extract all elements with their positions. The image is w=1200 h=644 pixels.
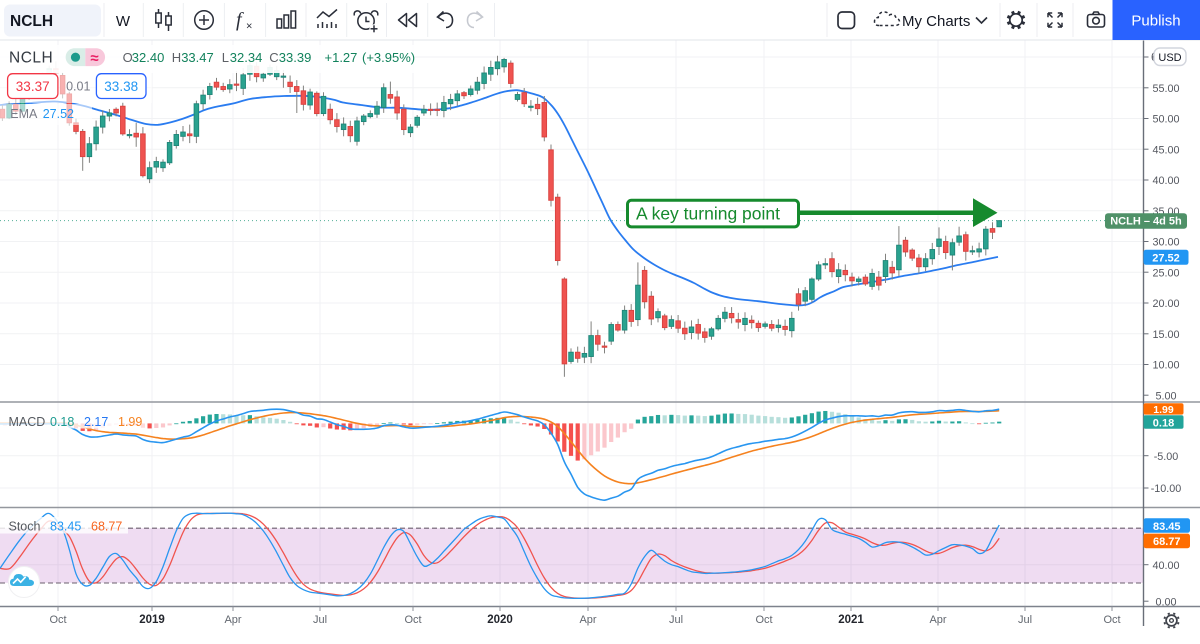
svg-text:EMA: EMA [10, 107, 38, 121]
svg-text:+1.27: +1.27 [325, 50, 358, 65]
svg-text:2.17: 2.17 [84, 415, 108, 429]
svg-text:MACD: MACD [9, 415, 46, 429]
svg-text:A key turning point: A key turning point [636, 204, 780, 224]
svg-text:C: C [269, 50, 278, 65]
svg-text:33.39: 33.39 [279, 50, 312, 65]
svg-text:33.47: 33.47 [181, 50, 214, 65]
svg-text:50.00: 50.00 [1152, 114, 1179, 126]
svg-text:68.77: 68.77 [1153, 536, 1181, 548]
svg-text:0.00: 0.00 [1155, 596, 1176, 608]
svg-text:W: W [116, 13, 131, 30]
svg-text:My Charts: My Charts [902, 13, 970, 30]
svg-text:0.18: 0.18 [1153, 417, 1174, 429]
svg-text:USD: USD [1158, 52, 1181, 64]
svg-text:30.00: 30.00 [1152, 237, 1179, 249]
svg-text:10.00: 10.00 [1152, 360, 1179, 372]
svg-text:Oct: Oct [755, 614, 772, 626]
svg-text:-10.00: -10.00 [1151, 483, 1182, 495]
svg-text:27.52: 27.52 [43, 107, 74, 121]
svg-text:Oct: Oct [1103, 614, 1120, 626]
svg-text:40.00: 40.00 [1152, 560, 1179, 572]
svg-text:NCLH: NCLH [10, 13, 53, 30]
svg-text:1.99: 1.99 [118, 415, 142, 429]
svg-text:Jul: Jul [669, 614, 683, 626]
svg-text:Apr: Apr [224, 614, 241, 626]
svg-text:20.00: 20.00 [1152, 298, 1179, 310]
svg-text:83.45: 83.45 [1153, 521, 1181, 533]
svg-text:Jul: Jul [313, 614, 327, 626]
svg-text:83.45: 83.45 [50, 520, 81, 534]
svg-text:2019: 2019 [139, 614, 165, 626]
svg-text:2020: 2020 [487, 614, 513, 626]
svg-text:H: H [172, 50, 181, 65]
svg-text:33.38: 33.38 [104, 79, 138, 94]
svg-text:1.99: 1.99 [1153, 404, 1174, 416]
svg-text:32.34: 32.34 [230, 50, 263, 65]
svg-text:27.52: 27.52 [1152, 253, 1180, 265]
svg-text:25.00: 25.00 [1152, 267, 1179, 279]
svg-text:45.00: 45.00 [1152, 144, 1179, 156]
svg-text:-5.00: -5.00 [1154, 451, 1179, 463]
svg-text:0.01: 0.01 [66, 80, 90, 94]
svg-text:0.18: 0.18 [50, 415, 74, 429]
svg-text:NCLH – 4d 5h: NCLH – 4d 5h [1110, 216, 1182, 228]
svg-text:5.00: 5.00 [1155, 390, 1176, 402]
svg-text:Oct: Oct [49, 614, 66, 626]
svg-text:L: L [222, 50, 229, 65]
svg-text:Apr: Apr [579, 614, 596, 626]
svg-text:Publish: Publish [1131, 13, 1180, 30]
svg-text:×: × [246, 21, 252, 33]
svg-text:68.77: 68.77 [91, 520, 122, 534]
svg-text:Stoch: Stoch [9, 520, 41, 534]
svg-text:≈: ≈ [90, 50, 98, 67]
svg-text:2021: 2021 [838, 614, 864, 626]
svg-text:Jul: Jul [1018, 614, 1032, 626]
svg-text:55.00: 55.00 [1152, 83, 1179, 95]
svg-text:Oct: Oct [404, 614, 421, 626]
svg-text:Apr: Apr [929, 614, 946, 626]
svg-text:40.00: 40.00 [1152, 175, 1179, 187]
svg-text:(+3.95%): (+3.95%) [362, 50, 415, 65]
svg-text:33.37: 33.37 [16, 79, 50, 94]
svg-text:32.40: 32.40 [132, 50, 165, 65]
svg-text:15.00: 15.00 [1152, 329, 1179, 341]
svg-text:NCLH: NCLH [9, 50, 53, 67]
